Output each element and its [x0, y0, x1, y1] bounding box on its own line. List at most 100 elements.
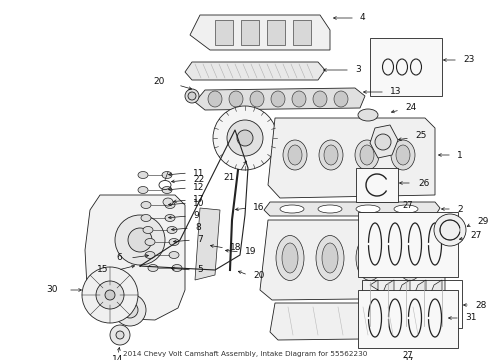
Ellipse shape	[282, 243, 298, 273]
Polygon shape	[260, 220, 445, 300]
Polygon shape	[370, 125, 398, 158]
Ellipse shape	[356, 235, 384, 280]
Bar	[356, 168, 398, 202]
Text: 6: 6	[116, 253, 122, 262]
Ellipse shape	[394, 205, 418, 213]
Bar	[358, 290, 458, 348]
Ellipse shape	[334, 91, 348, 107]
Ellipse shape	[169, 238, 179, 246]
Circle shape	[114, 294, 146, 326]
Ellipse shape	[288, 145, 302, 165]
Circle shape	[188, 92, 196, 100]
Text: 21: 21	[223, 174, 235, 183]
Ellipse shape	[141, 215, 151, 221]
Text: 20: 20	[154, 77, 165, 86]
Circle shape	[227, 120, 263, 156]
Bar	[293, 20, 311, 45]
Text: 9: 9	[193, 211, 199, 220]
Text: 15: 15	[97, 266, 108, 274]
Ellipse shape	[276, 235, 304, 280]
Text: 24: 24	[405, 104, 416, 112]
Text: 30: 30	[47, 285, 58, 294]
Circle shape	[375, 134, 391, 150]
Bar	[267, 20, 285, 45]
Ellipse shape	[162, 171, 172, 179]
Text: 10: 10	[193, 198, 204, 207]
Ellipse shape	[356, 205, 380, 213]
Ellipse shape	[145, 252, 155, 258]
Text: 3: 3	[355, 66, 361, 75]
Ellipse shape	[362, 243, 378, 273]
Text: 5: 5	[197, 266, 203, 274]
Ellipse shape	[402, 243, 418, 273]
Text: 18: 18	[230, 243, 242, 252]
Ellipse shape	[208, 91, 222, 107]
Text: 13: 13	[390, 87, 401, 96]
Text: 27: 27	[402, 357, 414, 360]
Ellipse shape	[355, 140, 379, 170]
Text: 23: 23	[463, 55, 474, 64]
Ellipse shape	[358, 109, 378, 121]
Bar	[362, 280, 462, 328]
Text: 1: 1	[457, 150, 463, 159]
Polygon shape	[195, 88, 365, 110]
Text: 2014 Chevy Volt Camshaft Assembly, Intake Diagram for 55562230: 2014 Chevy Volt Camshaft Assembly, Intak…	[123, 351, 367, 357]
Text: 27: 27	[403, 351, 413, 360]
Text: 26: 26	[418, 179, 429, 188]
Ellipse shape	[163, 198, 173, 206]
Circle shape	[237, 130, 253, 146]
Ellipse shape	[280, 205, 304, 213]
Ellipse shape	[143, 226, 153, 234]
Text: 31: 31	[465, 314, 476, 323]
Circle shape	[116, 331, 124, 339]
Ellipse shape	[324, 145, 338, 165]
Polygon shape	[195, 208, 220, 280]
Text: 22: 22	[193, 175, 204, 184]
Circle shape	[105, 290, 115, 300]
Ellipse shape	[138, 171, 148, 179]
Circle shape	[96, 281, 124, 309]
Bar	[370, 38, 442, 96]
Text: 28: 28	[475, 301, 487, 310]
Circle shape	[434, 214, 466, 246]
Ellipse shape	[316, 235, 344, 280]
Text: 16: 16	[253, 203, 265, 212]
Ellipse shape	[145, 238, 155, 246]
Circle shape	[110, 325, 130, 345]
Ellipse shape	[396, 235, 424, 280]
Polygon shape	[370, 280, 442, 325]
Ellipse shape	[360, 145, 374, 165]
Text: 11: 11	[193, 168, 204, 177]
Ellipse shape	[319, 140, 343, 170]
Polygon shape	[264, 202, 440, 216]
Polygon shape	[85, 195, 185, 320]
Circle shape	[213, 106, 277, 170]
Text: 27: 27	[470, 231, 481, 240]
Ellipse shape	[396, 145, 410, 165]
Ellipse shape	[165, 202, 175, 208]
Polygon shape	[190, 15, 330, 50]
Ellipse shape	[313, 91, 327, 107]
Text: 29: 29	[477, 217, 489, 226]
Polygon shape	[185, 62, 325, 80]
Ellipse shape	[138, 186, 148, 194]
Text: 14: 14	[112, 356, 123, 360]
Polygon shape	[268, 118, 435, 198]
Text: 12: 12	[193, 184, 204, 193]
Ellipse shape	[322, 243, 338, 273]
Bar	[215, 20, 233, 45]
Ellipse shape	[165, 215, 175, 221]
Circle shape	[82, 267, 138, 323]
Ellipse shape	[391, 140, 415, 170]
Text: 4: 4	[360, 13, 366, 22]
Bar	[241, 20, 259, 45]
Ellipse shape	[271, 91, 285, 107]
Text: 27: 27	[403, 201, 413, 210]
Ellipse shape	[148, 265, 158, 271]
Ellipse shape	[250, 91, 264, 107]
Ellipse shape	[292, 91, 306, 107]
Bar	[358, 212, 458, 277]
Text: 17: 17	[193, 195, 204, 204]
Text: 19: 19	[245, 248, 256, 256]
Text: 25: 25	[415, 131, 426, 140]
